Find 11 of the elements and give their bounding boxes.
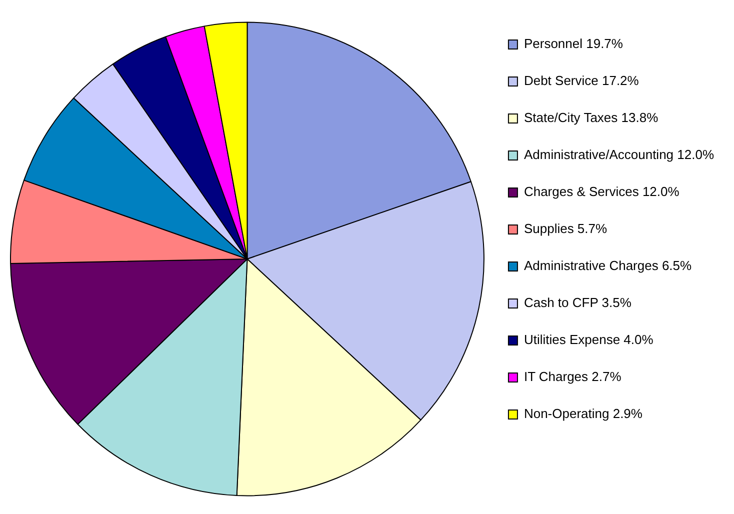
legend-label: Supplies 5.7% (524, 221, 608, 236)
legend-label: Utilities Expense 4.0% (524, 332, 654, 348)
legend-label: Non-Operating 2.9% (524, 406, 643, 422)
legend-label: Charges & Services 12.0% (524, 184, 680, 200)
legend-label: Debt Service 17.2% (524, 73, 640, 88)
legend-label: Administrative Charges 6.5% (524, 258, 692, 274)
legend-label: Administrative/Accounting 12.0% (524, 147, 714, 162)
legend-label: Cash to CFP 3.5% (524, 295, 632, 310)
legend-label: State/City Taxes 13.8% (524, 110, 659, 126)
legend-label: Personnel 19.7% (524, 36, 624, 52)
legend-label: IT Charges 2.7% (524, 369, 622, 384)
